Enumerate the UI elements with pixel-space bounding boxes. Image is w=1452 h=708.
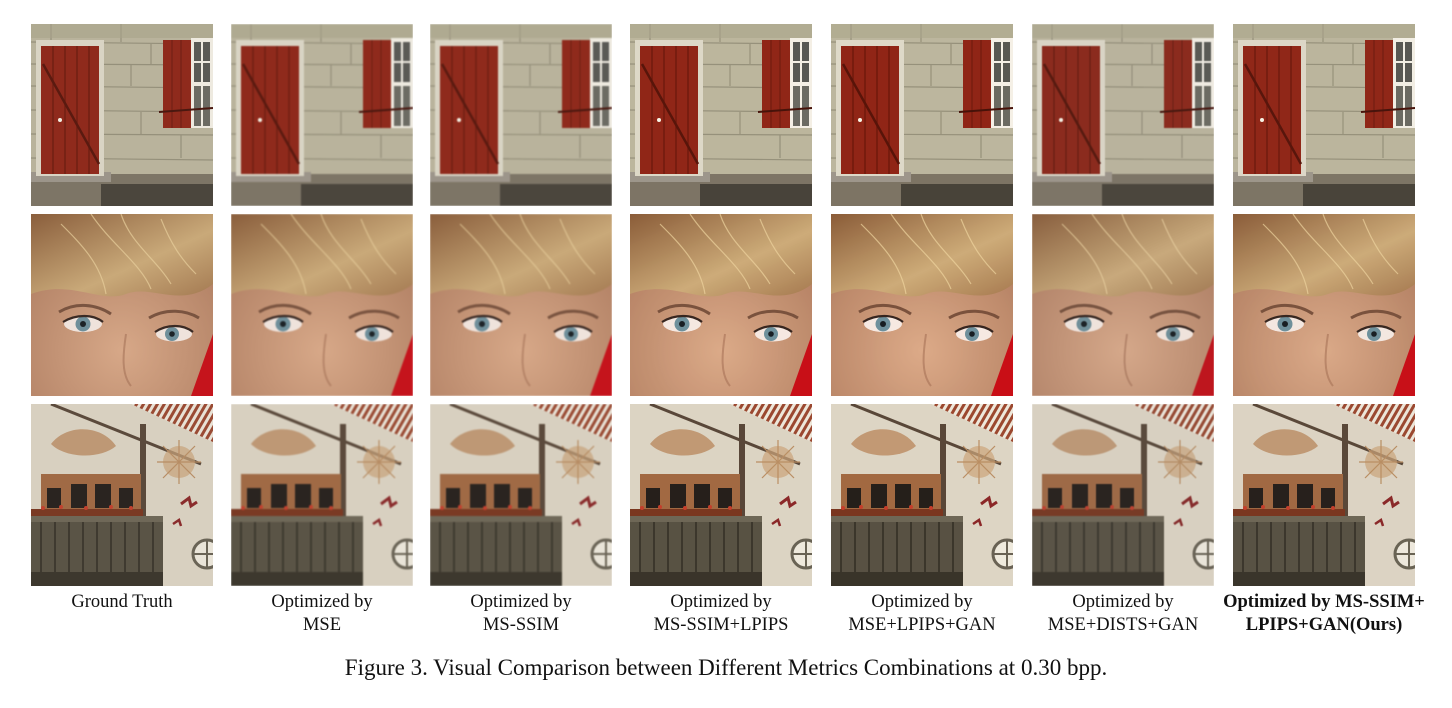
facade-image-tile <box>430 404 612 586</box>
face-image-tile <box>1233 214 1415 396</box>
door-image-tile <box>430 24 612 206</box>
column-label-line1: Optimized by MS-SSIM+ <box>1204 591 1444 614</box>
facade-image-tile <box>1233 404 1415 586</box>
face-image-tile <box>430 214 612 396</box>
face-image-tile <box>831 214 1013 396</box>
column-label-line2: LPIPS+GAN(Ours) <box>1204 614 1444 637</box>
figure-caption: Figure 3. Visual Comparison between Diff… <box>0 655 1452 681</box>
door-image-tile <box>1032 24 1214 206</box>
facade-image-tile <box>630 404 812 586</box>
column-label: Optimized by MS-SSIM+ LPIPS+GAN(Ours) <box>1204 591 1444 637</box>
door-image-tile <box>831 24 1013 206</box>
facade-image-tile <box>231 404 413 586</box>
door-image-tile <box>1233 24 1415 206</box>
door-image-tile <box>630 24 812 206</box>
door-image-tile <box>31 24 213 206</box>
facade-image-tile <box>31 404 213 586</box>
face-image-tile <box>231 214 413 396</box>
face-image-tile <box>31 214 213 396</box>
facade-image-tile <box>831 404 1013 586</box>
door-image-tile <box>231 24 413 206</box>
facade-image-tile <box>1032 404 1214 586</box>
figure-image-grid <box>0 0 1452 600</box>
face-image-tile <box>1032 214 1214 396</box>
face-image-tile <box>630 214 812 396</box>
